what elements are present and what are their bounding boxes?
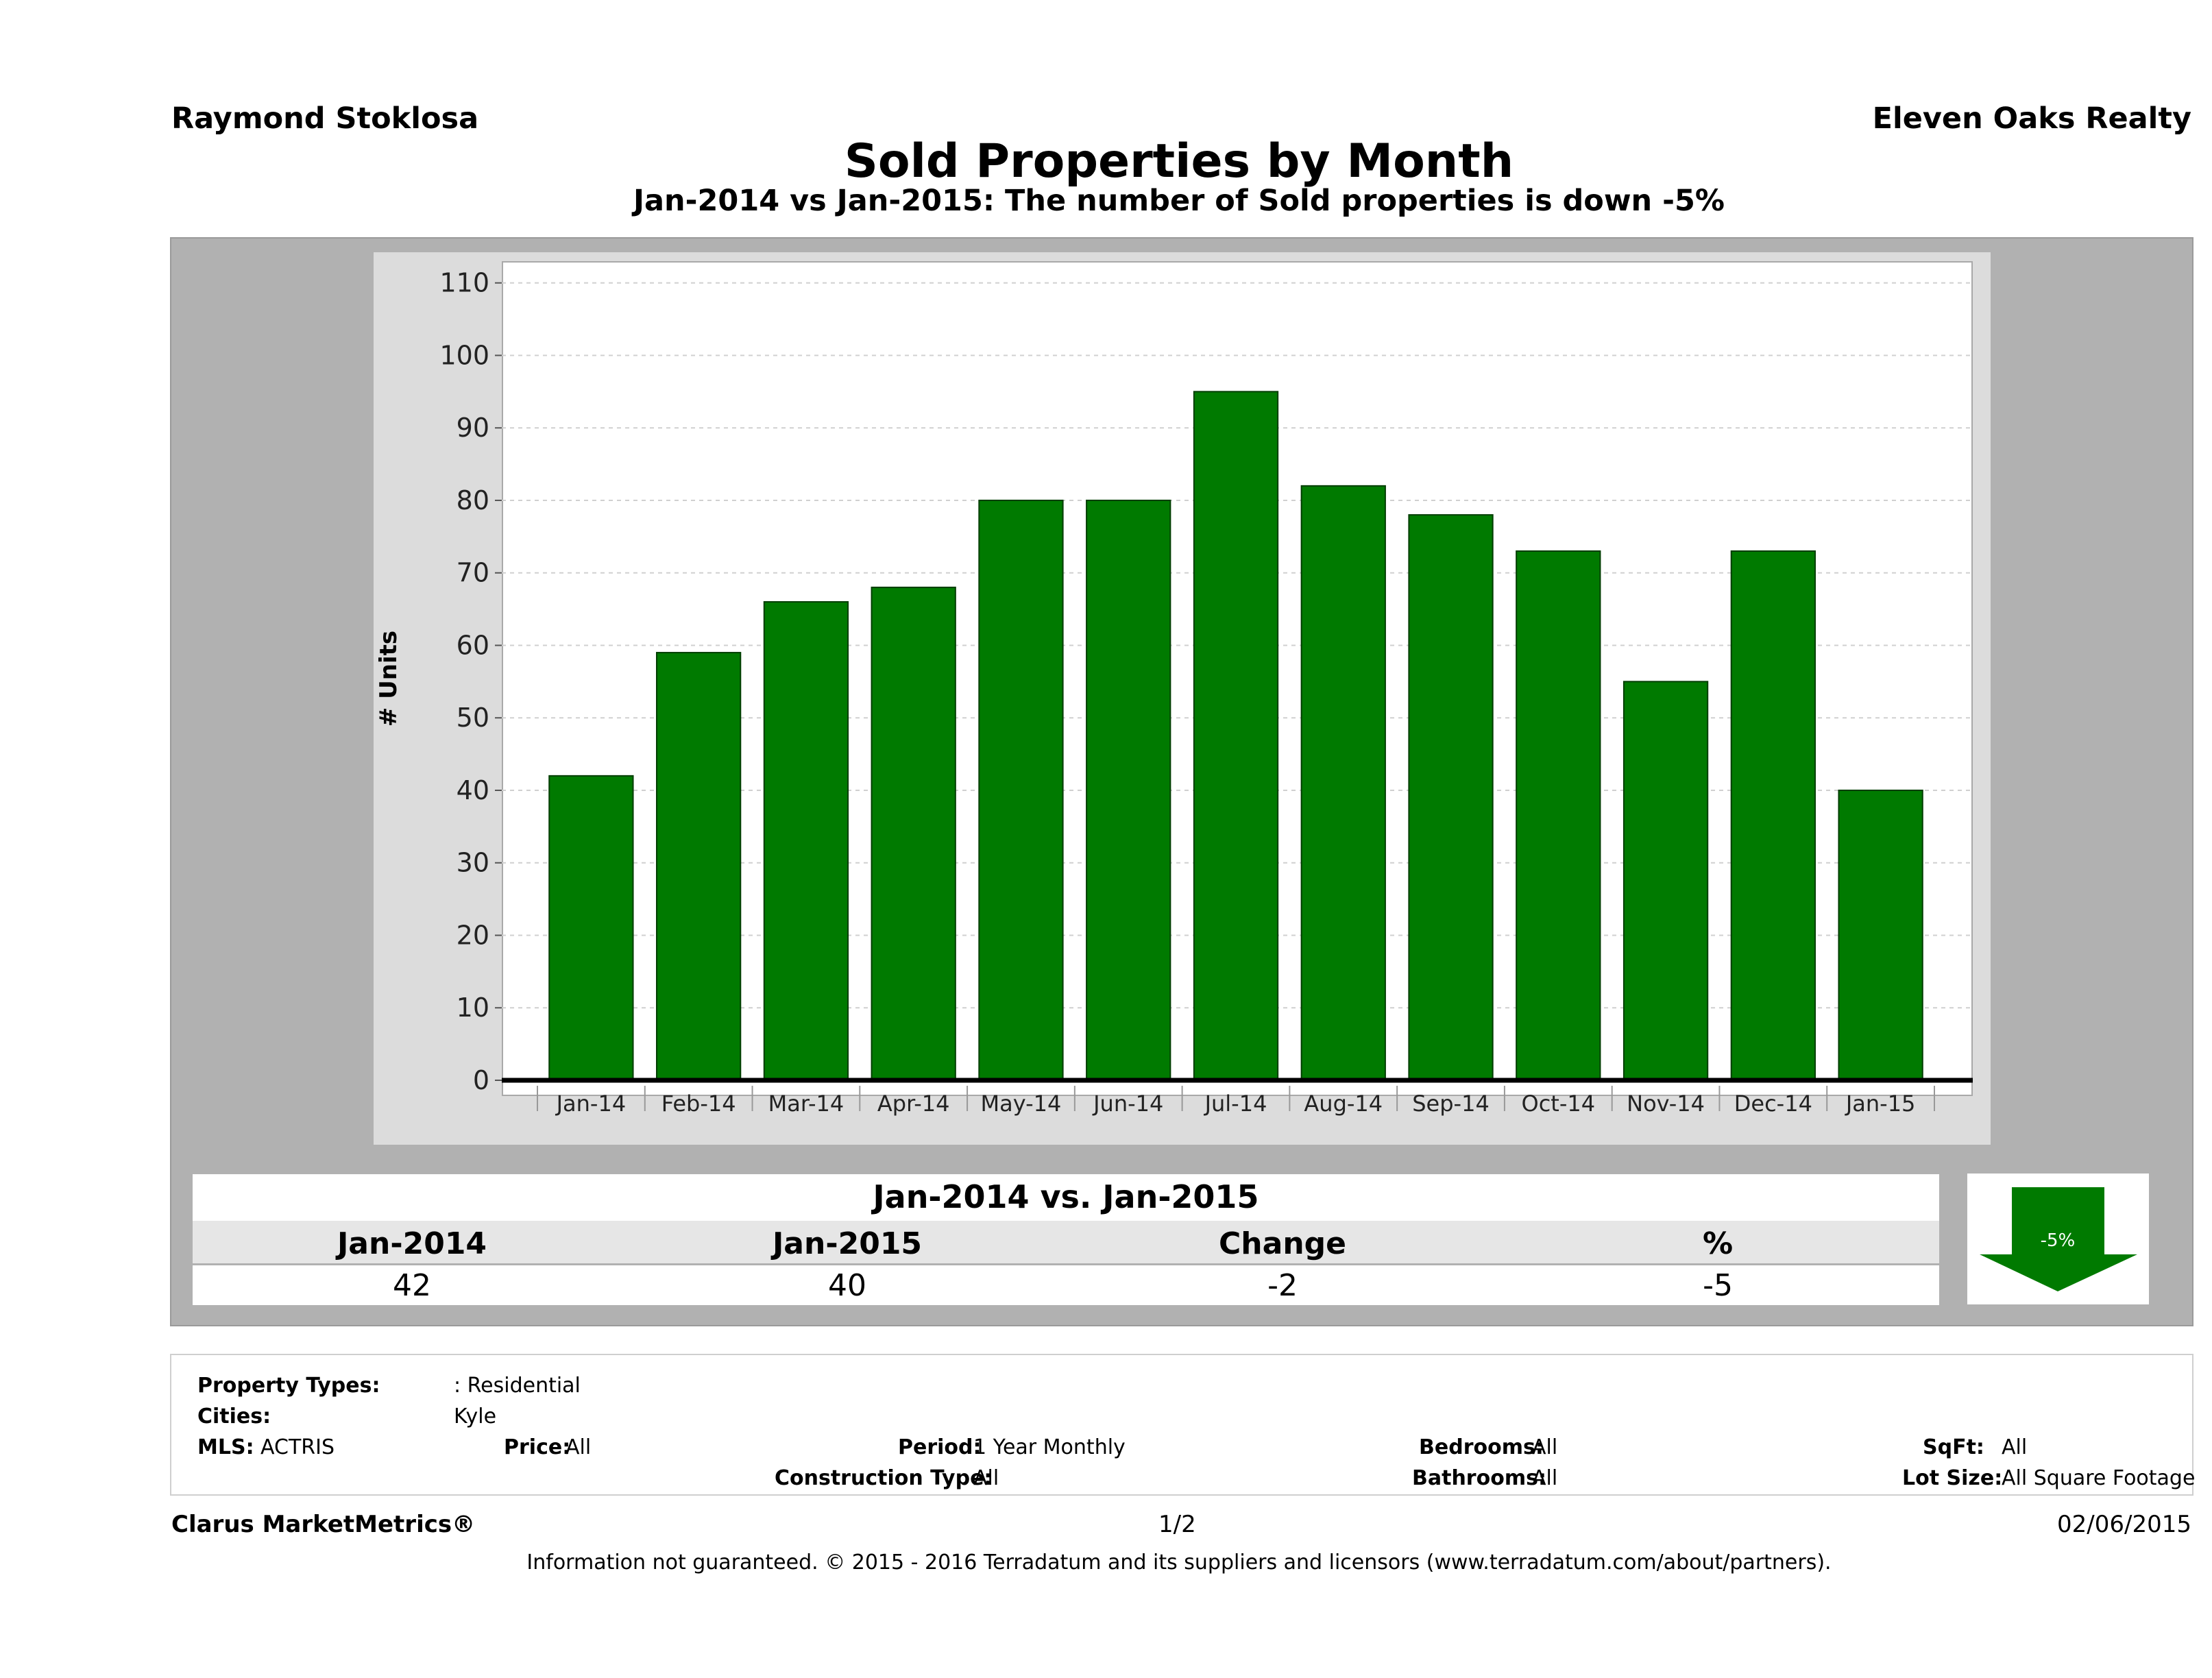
header-percent: % [1702, 1226, 1734, 1261]
comparison-header-row: Jan-2014 Jan-2015 Change % [193, 1221, 1939, 1263]
construction-type-label: Construction Type: [775, 1466, 993, 1490]
y-tick-label: 20 [457, 920, 489, 950]
x-tick-label: May-14 [981, 1091, 1062, 1117]
header-change: Change [1219, 1226, 1346, 1261]
x-tick-label: Jan-15 [1845, 1091, 1916, 1117]
y-tick-label: 90 [457, 413, 489, 443]
x-tick-label: Dec-14 [1734, 1091, 1812, 1117]
bar-Nov-14 [1622, 681, 1709, 1081]
bar-Feb-14 [656, 652, 742, 1081]
period-label: Period: [898, 1435, 982, 1459]
bar-Jan-15 [1838, 789, 1923, 1081]
price-label: Price: [504, 1435, 571, 1459]
bathrooms-value: All [1532, 1466, 1558, 1490]
bar-May-14 [978, 499, 1064, 1081]
bar-Aug-14 [1300, 485, 1386, 1081]
y-tick-label: 70 [457, 558, 489, 588]
sqft-label: SqFt: [1923, 1435, 1984, 1459]
y-tick-label: 80 [457, 485, 489, 515]
y-tick-label: 0 [473, 1065, 489, 1095]
y-tick-label: 60 [457, 630, 489, 660]
x-tick-label: Mar-14 [768, 1091, 844, 1117]
down-arrow-icon [1980, 1187, 2137, 1291]
y-axis-label: # Units [375, 630, 402, 727]
property-info-panel: Property Types: : Residential Cities: Ky… [170, 1354, 2196, 1496]
mls-value: ACTRIS [260, 1435, 335, 1459]
y-tick-label: 30 [457, 848, 489, 878]
x-tick-label: Aug-14 [1304, 1091, 1383, 1117]
y-tick-label: 10 [457, 993, 489, 1023]
price-value: All [566, 1435, 592, 1459]
chart-subtitle: Jan-2014 vs Jan-2015: The number of Sold… [633, 184, 1725, 218]
bedrooms-value: All [1532, 1435, 1558, 1459]
lot-size-value: All Square Footage [2002, 1466, 2196, 1490]
construction-type-value: All [973, 1466, 999, 1490]
x-tick-label: Feb-14 [661, 1091, 736, 1117]
cities-value: Kyle [454, 1405, 497, 1428]
header-jan-2014: Jan-2014 [337, 1226, 487, 1261]
page-number: 1/2 [1158, 1511, 1196, 1538]
report-date: 02/06/2015 [2057, 1511, 2191, 1538]
bar-Jul-14 [1193, 391, 1279, 1081]
change-badge: -5% [1967, 1174, 2149, 1304]
x-tick-label: Jul-14 [1204, 1091, 1267, 1117]
sqft-value: All [2002, 1435, 2028, 1459]
bar-chart [502, 282, 1973, 1083]
bedrooms-label: Bedrooms: [1419, 1435, 1544, 1459]
y-tick-label: 100 [439, 340, 489, 370]
footer-brand: Clarus MarketMetrics® [171, 1511, 476, 1538]
bathrooms-label: Bathrooms: [1412, 1466, 1546, 1490]
bar-Dec-14 [1730, 550, 1816, 1081]
y-tick-label: 40 [457, 775, 489, 805]
comparison-title: Jan-2014 vs. Jan-2015 [873, 1178, 1259, 1215]
chart-title: Sold Properties by Month [844, 134, 1514, 189]
lot-size-label: Lot Size: [1902, 1466, 2003, 1490]
bar-Oct-14 [1516, 550, 1601, 1081]
value-change: -2 [1267, 1268, 1298, 1303]
x-tick-label: Jun-14 [1092, 1091, 1163, 1117]
x-tick-label: Sep-14 [1412, 1091, 1490, 1117]
disclaimer: Information not guaranteed. © 2015 - 201… [526, 1551, 1832, 1574]
company-name: Eleven Oaks Realty [1872, 101, 2191, 136]
property-types-value: : Residential [454, 1374, 581, 1398]
header-jan-2015: Jan-2015 [772, 1226, 923, 1261]
comparison-value-row: 42 40 -2 -5 [193, 1265, 1939, 1305]
y-tick-label: 110 [439, 268, 489, 298]
bar-Sep-14 [1408, 514, 1494, 1081]
badge-label: -5% [2041, 1230, 2076, 1251]
x-tick-label: Apr-14 [877, 1091, 950, 1117]
value-jan-2015: 40 [828, 1268, 866, 1303]
period-value: 1 Year Monthly [973, 1435, 1126, 1459]
value-percent: -5 [1703, 1268, 1733, 1303]
y-tick-label: 50 [457, 703, 489, 733]
x-tick-label: Oct-14 [1522, 1091, 1596, 1117]
mls-label: MLS: [197, 1435, 254, 1459]
x-tick-label: Jan-14 [555, 1091, 627, 1117]
bar-Apr-14 [871, 586, 956, 1081]
bar-Mar-14 [763, 601, 849, 1081]
axes: 0 10 20 30 40 50 60 70 80 90 100 110 Jan-14 Feb-14 Mar… [439, 268, 1935, 1117]
plot-area [502, 261, 1973, 1096]
bar-Jan-14 [548, 775, 634, 1081]
cities-label: Cities: [197, 1405, 271, 1428]
property-types-label: Property Types: [197, 1374, 380, 1398]
x-tick-label: Nov-14 [1627, 1091, 1705, 1117]
agent-name: Raymond Stoklosa [171, 101, 479, 136]
comparison-title-row: Jan-2014 vs. Jan-2015 [193, 1174, 1939, 1221]
value-jan-2014: 42 [393, 1268, 431, 1303]
